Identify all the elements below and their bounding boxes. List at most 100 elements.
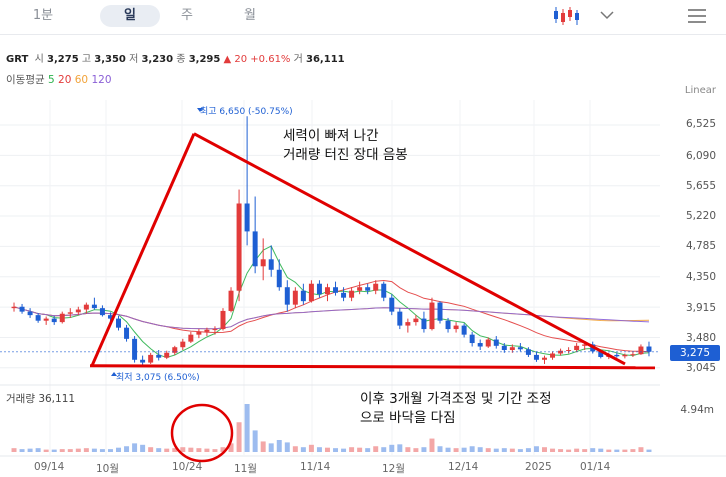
candle-body [276, 269, 282, 288]
volume-bar [501, 448, 507, 452]
high-value: 3,350 [94, 54, 126, 65]
volume-bar [646, 449, 652, 452]
candle-body [300, 290, 306, 302]
volume-bar [429, 438, 435, 452]
open-value: 3,275 [47, 54, 79, 65]
lowest-price-label: 최저 3,075 (6.50%) [116, 373, 200, 383]
ma-legend-title: 이동평균 [6, 74, 45, 86]
volume-bar [542, 447, 547, 452]
x-tick: 2025 [525, 461, 552, 473]
moving-average-legend[interactable]: 이동평균 5 20 60 120 [6, 72, 112, 87]
x-tick: 11월 [234, 463, 258, 475]
candle-body [99, 308, 105, 316]
volume-bar [188, 447, 194, 452]
volume-bar [349, 447, 355, 452]
candle-body [244, 203, 250, 232]
candle-body [509, 347, 515, 351]
volume-bar [83, 448, 89, 452]
candle-body [429, 302, 435, 330]
candle-body [124, 327, 130, 339]
candle-body [477, 343, 483, 347]
volume-bar [590, 448, 596, 452]
candle-body [373, 283, 379, 291]
volume-bar [397, 444, 403, 452]
volume-bar [630, 449, 636, 452]
volume-bar [365, 448, 371, 452]
y-tick: 4,350 [685, 271, 716, 283]
candle-body [469, 334, 475, 344]
candle-body [188, 334, 194, 342]
volume-bar [204, 448, 210, 452]
toolbar-divider [0, 34, 726, 35]
candle-body [397, 311, 403, 326]
candle-body [67, 312, 73, 314]
candle-body [268, 259, 274, 270]
tab-1min[interactable]: 1분 [32, 8, 54, 23]
candle-body [220, 310, 226, 330]
volume-bar [59, 449, 65, 452]
volume-bar [172, 448, 178, 452]
volume-bar [413, 448, 419, 452]
volume-label-short: 거 [293, 54, 303, 65]
candle-body [116, 318, 121, 328]
volume-bar [51, 449, 57, 452]
candle-body [252, 231, 258, 267]
volume-bar [99, 449, 105, 452]
tab-day[interactable]: 일 [100, 5, 160, 27]
volume-bar [252, 430, 258, 452]
candle-body [11, 306, 17, 309]
y-tick: 6,090 [685, 150, 716, 162]
volume-bar [220, 447, 226, 452]
candle-body [405, 322, 411, 326]
volume-bar [550, 448, 556, 452]
volume-bar [558, 449, 564, 452]
volume-bar [124, 446, 130, 452]
candle-body [140, 359, 146, 363]
candle-body [566, 350, 572, 352]
y-tick: 6,525 [685, 118, 716, 130]
trend-triangle-line [193, 132, 626, 366]
candle-body [622, 354, 628, 357]
candle-body [542, 357, 547, 360]
candle-body [421, 318, 427, 330]
candle-body [156, 354, 162, 358]
candle-body [485, 339, 491, 347]
candle-body [461, 325, 467, 335]
volume-bar [493, 448, 499, 452]
volume-bar [533, 446, 539, 452]
volume-bar [405, 447, 411, 452]
annotation-top: 세력이 빠져 나간 거래량 터진 장대 음봉 [283, 127, 408, 165]
y-tick: 5,220 [685, 210, 716, 222]
x-tick: 01/14 [580, 461, 611, 473]
scale-mode[interactable]: Linear [684, 85, 716, 96]
candle-body [292, 290, 298, 305]
volume-bar [91, 448, 97, 452]
volume-bar [292, 446, 298, 452]
ohlc-info: GRT 시 3,275 고 3,350 저 3,230 종 3,295 ▲ 20… [6, 50, 345, 65]
volume-bar [453, 448, 459, 452]
volume-bar [244, 404, 250, 452]
candle-body [260, 259, 266, 267]
candle-body [51, 318, 57, 323]
ma60-label: 60 [74, 74, 89, 86]
highest-marker-icon [197, 108, 203, 112]
candle-body [27, 311, 33, 316]
volume-bar [27, 448, 33, 452]
high-label: 고 [81, 54, 92, 65]
volume-bar [107, 449, 113, 452]
volume-bar [437, 446, 443, 452]
x-tick: 11/14 [300, 461, 331, 473]
volume-bar [638, 447, 644, 452]
candle-body [236, 203, 242, 291]
volume-bar [164, 448, 170, 452]
candle-body [437, 302, 443, 321]
volume-bar [308, 444, 314, 452]
current-price-tag: 3,275 [670, 345, 720, 361]
volume-bar [598, 448, 604, 452]
volume-bar [606, 449, 612, 452]
tab-month[interactable]: 월 [244, 8, 256, 23]
volume-bar [461, 447, 467, 452]
candle-body [35, 315, 41, 321]
volume-scale-label: 4.94m [680, 404, 714, 416]
tab-week[interactable]: 주 [181, 8, 193, 23]
